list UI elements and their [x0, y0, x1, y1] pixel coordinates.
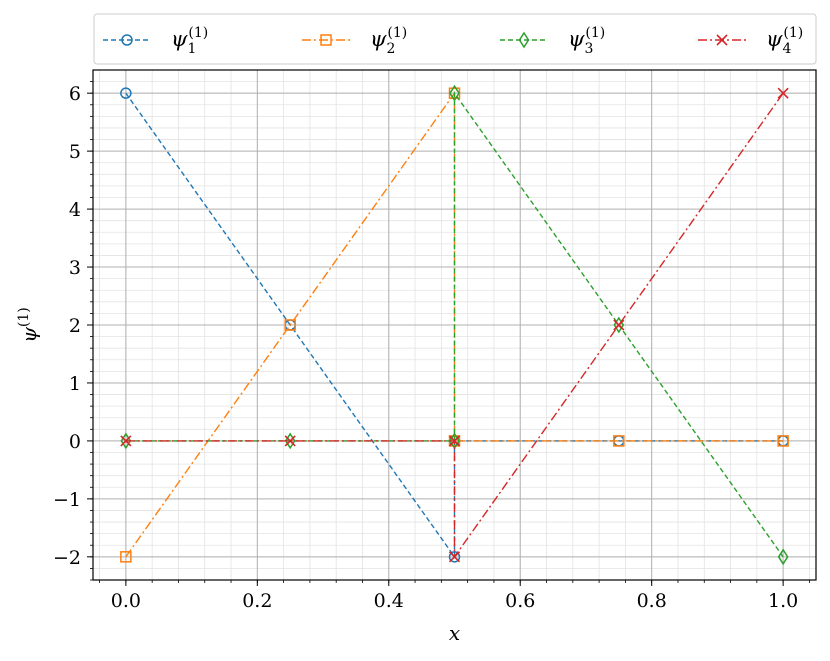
legend-label-superscript: (1) [387, 25, 407, 41]
axis-ticks: 0.0 0.2 0.4 0.6 0.8 1.0 −2 −1 0 1 2 3 4 5 6 [53, 81, 810, 612]
y-axis-label-symbol: ψ [17, 327, 41, 343]
legend: ψ1(1) ψ2(1) ψ3(1) ψ4(1) [93, 13, 817, 65]
legend-marker [716, 34, 728, 46]
legend-label-subscript: 1 [187, 41, 196, 57]
y-tick-label: 5 [69, 141, 81, 163]
legend-entry-3: ψ3(1) [500, 25, 605, 57]
series-2-point [613, 435, 625, 447]
legend-frame [93, 13, 817, 65]
series-4-point [284, 435, 296, 447]
series-2-point [120, 551, 132, 563]
series-2-line [125, 90, 784, 558]
y-tick-label: −2 [53, 547, 81, 569]
legend-label-symbol: ψ [568, 27, 585, 51]
y-axis-label-text: ψ(1) [16, 307, 41, 343]
legend-label: ψ1(1) [171, 25, 208, 57]
series-1-point [120, 87, 132, 99]
legend-marker [518, 31, 530, 49]
series-4-line [125, 92, 784, 560]
legend-label-subscript: 4 [782, 41, 791, 57]
series-4-point [777, 87, 789, 99]
series-4-point [448, 435, 461, 447]
x-axis-label: x [449, 621, 460, 645]
x-tick-label: 0.0 [111, 590, 141, 612]
series-4-point [613, 319, 625, 331]
series-4-point [120, 435, 132, 447]
series-layer [120, 84, 789, 566]
legend-entry-1: ψ1(1) [103, 25, 208, 57]
legend-label-superscript: (1) [585, 25, 605, 41]
legend-label: ψ3(1) [568, 25, 605, 57]
legend-label-superscript: (1) [783, 25, 803, 41]
x-tick-label: 0.8 [637, 590, 667, 612]
series-4 [120, 87, 789, 563]
y-tick-label: −1 [53, 489, 81, 511]
legend-entry-4: ψ4(1) [698, 25, 803, 57]
legend-label-subscript: 2 [386, 41, 395, 57]
series-2-point [777, 435, 789, 447]
legend-label-symbol: ψ [370, 27, 387, 51]
y-tick-label: 6 [69, 83, 81, 105]
legend-label-subscript: 3 [584, 41, 593, 57]
y-tick-label: 1 [69, 373, 81, 395]
x-axis-label-text: x [449, 621, 460, 645]
y-axis-label-superscript: (1) [16, 307, 32, 327]
series-1-point [448, 551, 461, 563]
legend-marker [121, 34, 133, 46]
x-tick-label: 0.4 [374, 590, 404, 612]
y-axis-label: ψ(1) [16, 307, 41, 343]
legend-entry-2: ψ2(1) [302, 25, 407, 57]
series-2-point [284, 319, 296, 331]
x-tick-label: 1.0 [768, 590, 798, 612]
y-tick-label: 2 [69, 315, 81, 337]
y-tick-label: 0 [69, 431, 81, 453]
legend-label: ψ4(1) [766, 25, 803, 57]
x-tick-label: 0.6 [505, 590, 535, 612]
legend-label: ψ2(1) [370, 25, 407, 57]
series-3-point [777, 548, 789, 566]
legend-label-superscript: (1) [188, 25, 208, 41]
legend-label-symbol: ψ [766, 27, 783, 51]
y-tick-label: 4 [69, 199, 81, 221]
major-grid [93, 70, 816, 580]
series-4-point [448, 551, 461, 563]
x-tick-label: 0.2 [242, 590, 272, 612]
legend-marker [320, 34, 332, 46]
y-tick-label: 3 [69, 257, 81, 279]
legend-label-symbol: ψ [171, 27, 188, 51]
series-3-point [449, 84, 460, 102]
